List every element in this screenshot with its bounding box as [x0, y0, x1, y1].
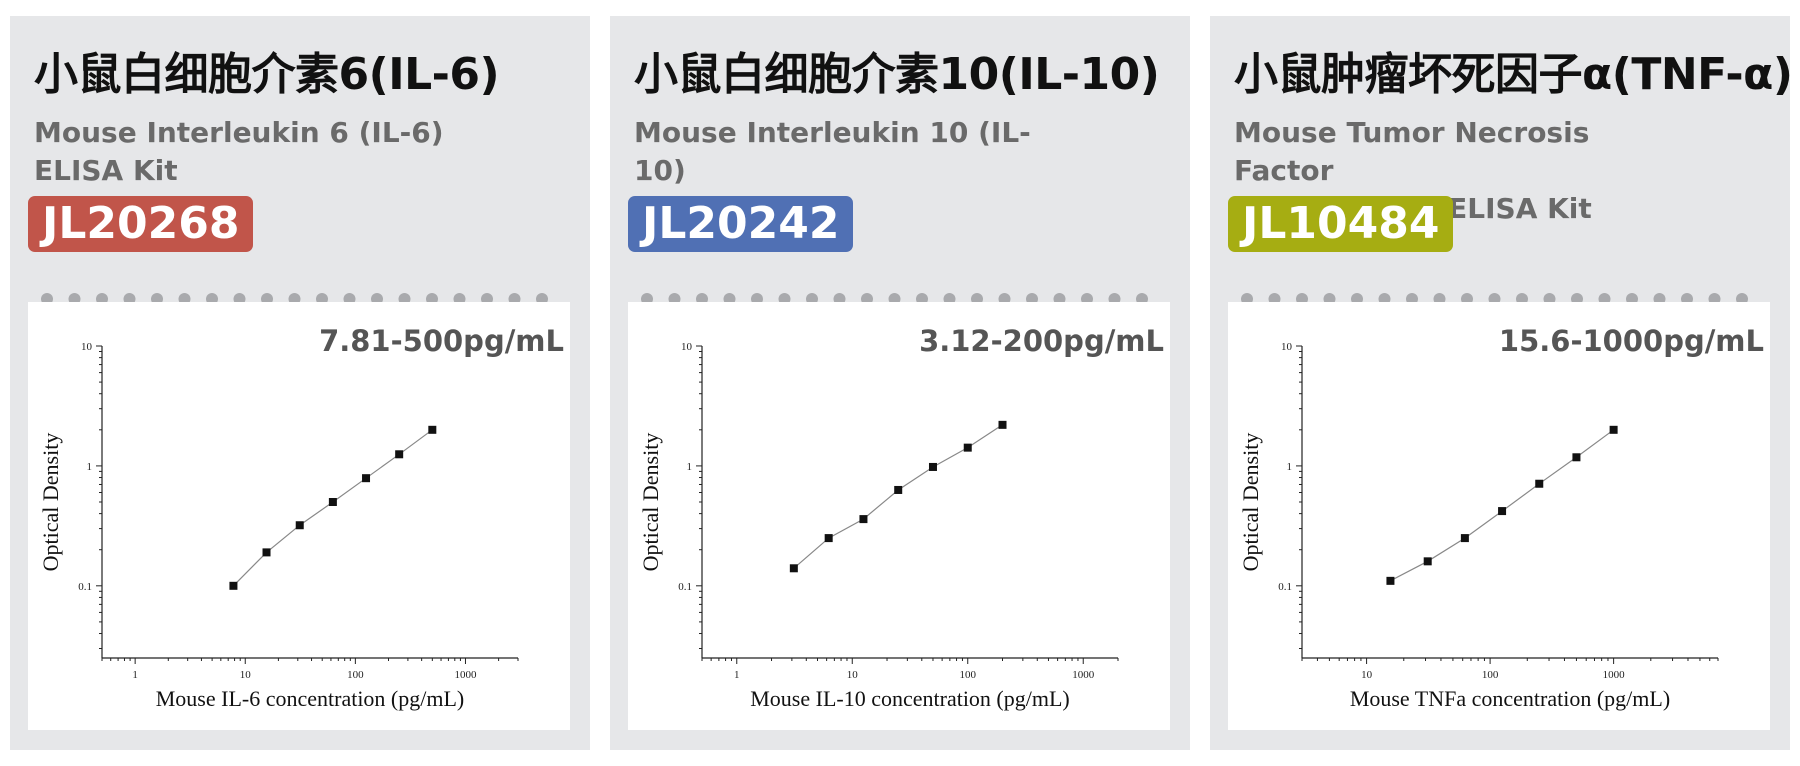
- x-tick-label: 10: [847, 669, 859, 681]
- data-point: [998, 420, 1007, 429]
- card-title: 小鼠白细胞介素10(IL-10): [634, 49, 1160, 100]
- subtitle-line-1: Mouse Interleukin 6 (IL-6): [34, 116, 444, 149]
- catalog-badge: JL10484: [1228, 196, 1454, 252]
- y-tick-label: 1: [687, 461, 693, 473]
- data-point: [789, 564, 798, 573]
- x-axis-label: Mouse TNFa concentration (pg/mL): [1350, 686, 1670, 711]
- card-subtitle: Mouse Interleukin 6 (IL-6) ELISA Kit: [34, 114, 454, 190]
- data-point: [362, 474, 371, 483]
- kit-card-il6: 小鼠白细胞介素6(IL-6) Mouse Interleukin 6 (IL-6…: [10, 16, 590, 750]
- x-tick-label: 1000: [1072, 669, 1095, 681]
- x-tick-label: 100: [959, 669, 976, 681]
- card-title: 小鼠肿瘤坏死因子α(TNF-α): [1234, 49, 1793, 100]
- kit-card-il10: 小鼠白细胞介素10(IL-10) Mouse Interleukin 10 (I…: [610, 16, 1190, 750]
- detection-range-label: 15.6-1000pg/mL: [1498, 324, 1764, 358]
- chart-svg: 1 10 100 1000 0.1 1 10 Mouse IL-10 concentratio…: [638, 341, 1119, 711]
- subtitle-line-1: Mouse Interleukin 10 (IL-10): [634, 116, 1031, 187]
- standard-curve-chart: 3.12-200pg/mL 1 10 100 1000 0.1 1 10 Mouse IL-1…: [628, 302, 1170, 730]
- data-point: [1386, 576, 1395, 585]
- catalog-badge: JL20268: [28, 196, 254, 252]
- data-point: [859, 515, 868, 524]
- data-point: [1498, 507, 1507, 516]
- x-tick-label: 100: [1482, 669, 1499, 681]
- data-point: [824, 534, 833, 543]
- x-tick-label: 100: [347, 669, 364, 681]
- data-point: [1572, 453, 1581, 462]
- data-point: [328, 498, 337, 506]
- detection-range-label: 3.12-200pg/mL: [919, 324, 1164, 358]
- y-tick-label: 0.1: [1278, 581, 1292, 593]
- y-tick-label: 1: [1287, 461, 1293, 473]
- data-point: [1535, 479, 1544, 488]
- subtitle-line-1: Mouse Tumor Necrosis Factor: [1234, 116, 1590, 187]
- data-point: [1460, 534, 1469, 543]
- x-tick-label: 1000: [1603, 669, 1626, 681]
- data-point: [262, 548, 271, 557]
- data-point: [928, 462, 937, 471]
- x-tick-label: 1: [734, 669, 740, 681]
- data-point: [295, 521, 304, 530]
- standard-curve-chart: 7.81-500pg/mL 1 10 100 1000 0.1 1 10 Mouse IL-6…: [28, 302, 570, 730]
- standard-curve-chart: 15.6-1000pg/mL 10 100 1000 0.1 1 10 Mouse TNFa…: [1228, 302, 1770, 730]
- y-tick-label: 10: [81, 341, 93, 353]
- x-tick-label: 1: [132, 669, 138, 681]
- y-tick-label: 1: [87, 461, 93, 473]
- detection-range-label: 7.81-500pg/mL: [319, 324, 564, 358]
- data-point: [229, 581, 238, 590]
- catalog-badge: JL20242: [628, 196, 854, 252]
- data-point: [395, 450, 404, 459]
- x-tick-label: 1000: [454, 669, 477, 681]
- data-point: [1609, 425, 1618, 434]
- x-tick-label: 10: [1361, 669, 1373, 681]
- y-axis-label: Optical Density: [638, 433, 663, 572]
- y-tick-label: 0.1: [78, 581, 92, 593]
- y-tick-label: 0.1: [678, 581, 692, 593]
- y-axis-label: Optical Density: [1238, 433, 1263, 572]
- x-axis-label: Mouse IL-6 concentration (pg/mL): [156, 686, 465, 711]
- data-point: [963, 443, 972, 452]
- x-axis-label: Mouse IL-10 concentration (pg/mL): [750, 686, 1070, 711]
- y-tick-label: 10: [1281, 341, 1293, 353]
- y-axis-label: Optical Density: [38, 433, 63, 572]
- chart-svg: 10 100 1000 0.1 1 10 Mouse TNFa concentration …: [1238, 341, 1719, 711]
- x-tick-label: 10: [240, 669, 252, 681]
- y-tick-label: 10: [681, 341, 693, 353]
- data-point: [428, 425, 437, 434]
- card-title: 小鼠白细胞介素6(IL-6): [34, 49, 500, 100]
- chart-svg: 1 10 100 1000 0.1 1 10 Mouse IL-6 concentration…: [38, 341, 519, 711]
- subtitle-line-2: ELISA Kit: [34, 154, 178, 187]
- kit-card-tnfa: 小鼠肿瘤坏死因子α(TNF-α) Mouse Tumor Necrosis Fa…: [1210, 16, 1793, 750]
- data-point: [1423, 557, 1432, 566]
- data-point: [894, 485, 903, 494]
